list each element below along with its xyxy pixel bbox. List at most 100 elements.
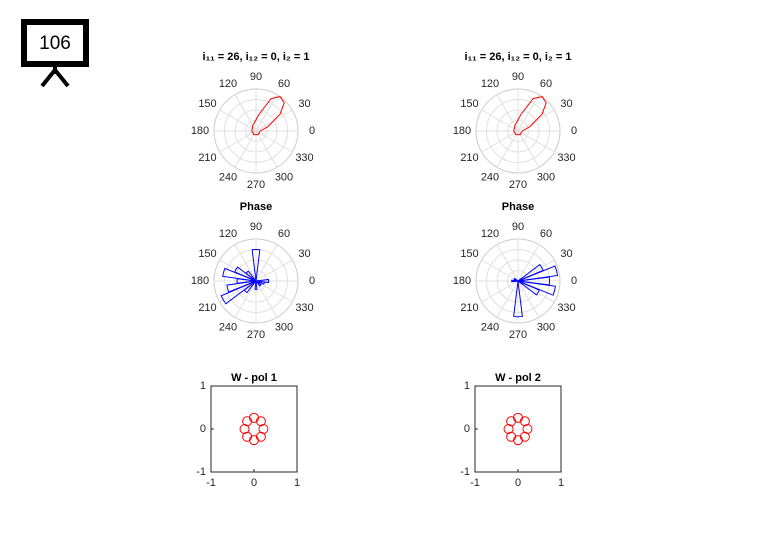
chart-title: W - pol 2 — [495, 372, 541, 384]
theta-tick-label: 150 — [198, 248, 216, 260]
scatter-point — [242, 431, 253, 442]
theta-tick-label: 210 — [198, 152, 216, 164]
rose-bar — [255, 280, 262, 287]
theta-tick-label: 180 — [453, 275, 471, 287]
scatter-point — [519, 431, 530, 442]
theta-tick-label: 270 — [247, 179, 265, 191]
theta-tick-label: 150 — [460, 98, 478, 110]
rose-bar — [517, 265, 559, 282]
theta-tick-label: 180 — [453, 125, 471, 137]
rose-bar — [220, 280, 257, 305]
theta-tick-label: 90 — [512, 221, 524, 233]
polar-spoke — [481, 280, 519, 303]
rose-bar — [513, 277, 519, 282]
theta-tick-label: 30 — [560, 98, 572, 110]
y-tick-label: -1 — [460, 466, 470, 478]
theta-tick-label: 30 — [298, 98, 310, 110]
polar-spoke — [517, 259, 555, 282]
chart-title: W - pol 1 — [231, 372, 277, 384]
theta-tick-label: 210 — [198, 302, 216, 314]
polar-spoke — [496, 280, 519, 318]
rose-bar — [517, 276, 550, 286]
theta-tick-label: 210 — [460, 302, 478, 314]
rose-bar — [517, 280, 556, 296]
theta-tick-label: 0 — [309, 125, 315, 137]
chart-title: Phase — [240, 201, 272, 213]
scatter-point — [522, 424, 533, 434]
polar-spoke — [517, 130, 555, 153]
y-tick-label: -1 — [196, 466, 206, 478]
polar-spoke — [255, 94, 278, 132]
polar-spoke — [219, 280, 257, 303]
scatter-point — [249, 412, 259, 423]
rose-bar — [251, 249, 261, 282]
x-tick-label: -1 — [206, 477, 216, 489]
theta-tick-label: 300 — [537, 322, 555, 334]
theta-tick-label: 240 — [219, 322, 237, 334]
y-tick-label: 0 — [200, 423, 206, 435]
polar-spoke — [255, 280, 293, 303]
theta-tick-label: 0 — [309, 275, 315, 287]
scatter-point — [503, 424, 514, 434]
theta-tick-label: 180 — [191, 275, 209, 287]
polar-spoke — [255, 259, 293, 282]
theta-tick-label: 330 — [557, 152, 575, 164]
axes-box — [474, 385, 562, 473]
scatter-point — [255, 416, 266, 427]
polar-spoke — [219, 109, 257, 132]
theta-tick-label: 240 — [481, 172, 499, 184]
rose-bar — [517, 263, 544, 282]
polar-spoke — [234, 280, 257, 318]
theta-tick-label: 90 — [512, 71, 524, 83]
theta-tick-label: 120 — [481, 228, 499, 240]
axes-box — [210, 385, 298, 473]
theta-tick-label: 30 — [298, 248, 310, 260]
theta-tick-label: 300 — [275, 322, 293, 334]
rose-bar — [254, 280, 258, 290]
icon-leg — [53, 68, 70, 88]
polar-spoke — [517, 94, 540, 132]
theta-tick-label: 300 — [537, 172, 555, 184]
polar-spoke — [255, 280, 278, 318]
scatter-point — [506, 416, 517, 427]
polar-spoke — [517, 130, 540, 168]
theta-tick-label: 120 — [219, 78, 237, 90]
theta-tick-label: 150 — [198, 98, 216, 110]
theta-tick-label: 90 — [250, 221, 262, 233]
rose-bar — [243, 280, 257, 294]
scatter-point — [506, 431, 517, 442]
theta-tick-label: 120 — [219, 228, 237, 240]
chart-title: i₁₁ = 26, i₁₂ = 0, i₂ = 1 — [203, 51, 310, 63]
theta-tick-label: 90 — [250, 71, 262, 83]
scatter-point — [513, 435, 523, 446]
polar-line — [513, 96, 547, 136]
theta-tick-label: 0 — [571, 125, 577, 137]
scatter-point — [513, 412, 523, 423]
theta-tick-label: 240 — [481, 322, 499, 334]
scatter-point — [249, 435, 259, 446]
polar-spoke — [481, 109, 519, 132]
rose-bar — [255, 278, 270, 284]
theta-tick-label: 60 — [540, 228, 552, 240]
polar-spoke — [255, 130, 293, 153]
rose-bar — [513, 280, 523, 318]
theta-tick-label: 270 — [509, 179, 527, 191]
theta-tick-label: 60 — [278, 78, 290, 90]
y-tick-label: 0 — [464, 423, 470, 435]
icon-leg — [40, 68, 57, 88]
chart-title: i₁₁ = 26, i₁₂ = 0, i₂ = 1 — [465, 51, 572, 63]
polar-spoke — [234, 130, 257, 168]
scatter-point — [242, 416, 253, 427]
theta-tick-label: 150 — [460, 248, 478, 260]
theta-tick-label: 330 — [295, 302, 313, 314]
y-tick-label: 1 — [200, 380, 206, 392]
theta-tick-label: 60 — [278, 228, 290, 240]
polar-spoke — [481, 259, 519, 282]
theta-tick-label: 60 — [540, 78, 552, 90]
theta-tick-label: 270 — [247, 329, 265, 341]
polar-spoke — [517, 280, 540, 318]
x-tick-label: -1 — [470, 477, 480, 489]
